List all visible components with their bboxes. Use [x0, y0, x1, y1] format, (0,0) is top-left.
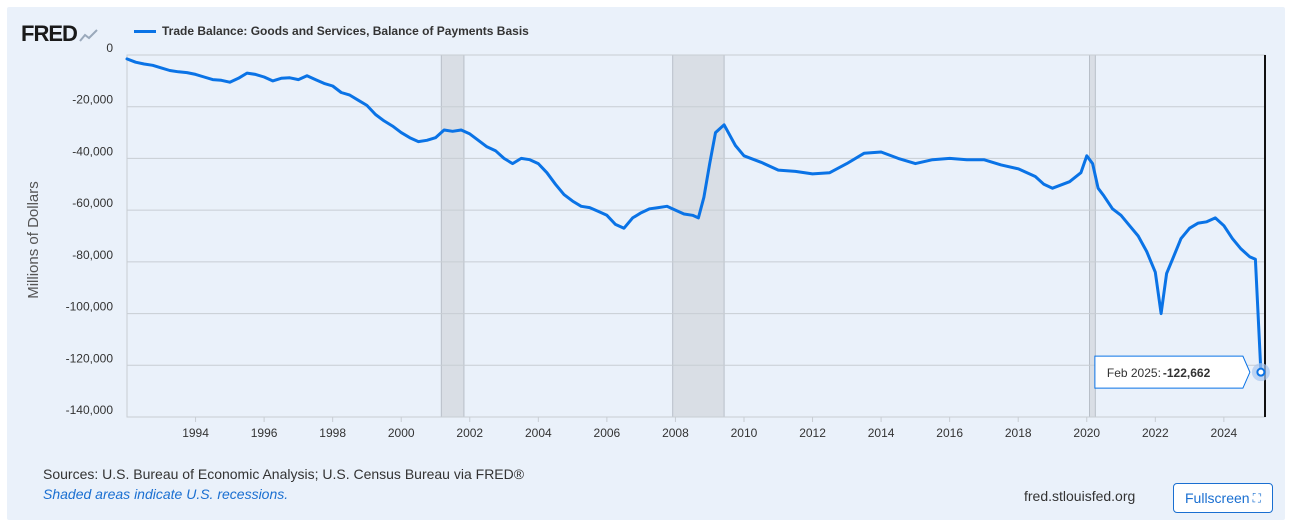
y-tick-label: -40,000: [72, 144, 113, 158]
x-tick-label: 2016: [936, 426, 963, 440]
x-tick-label: 2008: [662, 426, 689, 440]
tooltip-value: -122,662: [1163, 366, 1211, 380]
x-tick-label: 2000: [388, 426, 415, 440]
x-tick-label: 2022: [1142, 426, 1169, 440]
series-line: [125, 57, 1263, 374]
site-url: fred.stlouisfed.org: [1024, 488, 1136, 504]
x-tick-label: 1998: [319, 426, 346, 440]
x-tick-label: 2004: [525, 426, 552, 440]
legend: Trade Balance: Goods and Services, Balan…: [134, 24, 529, 38]
x-tick-label: 2018: [1005, 426, 1032, 440]
fullscreen-icon: ⛶: [1252, 490, 1261, 505]
highlight-point[interactable]: [1256, 367, 1266, 377]
y-tick-label: -100,000: [66, 300, 114, 314]
y-tick-label: -80,000: [72, 248, 113, 262]
tooltip-box: [1094, 355, 1251, 389]
x-tick-labels: 1994 1996 1998 2000 2002 2004 2006 2008 2010 2012…: [182, 426, 1237, 440]
y-tick-label: 0: [106, 41, 113, 55]
sources-text: Sources: U.S. Bureau of Economic Analysi…: [43, 466, 525, 482]
chart-frame: 0 -20,000 -40,000 -60,000 -80,000 -100,000 -12…: [7, 7, 1285, 520]
x-tick-label: 2020: [1073, 426, 1100, 440]
tooltip-label: Feb 2025:: [1107, 366, 1161, 380]
fred-logo[interactable]: FRED: [21, 21, 99, 47]
y-axis-label: Millions of Dollars: [25, 181, 42, 299]
chart-logo-icon: [79, 29, 98, 42]
x-tick-label: 1996: [251, 426, 278, 440]
y-tick-label: -120,000: [66, 351, 114, 365]
y-tick-label: -140,000: [66, 403, 114, 417]
highlight-layer: Feb 2025: -122,662: [1094, 355, 1270, 389]
x-tick-label: 2014: [868, 426, 895, 440]
fullscreen-button[interactable]: Fullscreen ⛶: [1173, 483, 1273, 513]
recession-shading-layer: [440, 54, 1096, 418]
gridlines-layer: [126, 54, 1266, 422]
chart-canvas: 0 -20,000 -40,000 -60,000 -80,000 -100,000 -12…: [25, 41, 1270, 440]
x-tick-label: 2012: [799, 426, 826, 440]
fullscreen-label: Fullscreen: [1185, 490, 1250, 506]
recession-band-2: [672, 54, 725, 418]
x-tick-label: 2024: [1211, 426, 1238, 440]
legend-label: Trade Balance: Goods and Services, Balan…: [162, 24, 529, 38]
y-tick-label: -60,000: [72, 196, 113, 210]
y-tick-labels: 0 -20,000 -40,000 -60,000 -80,000 -100,000 -12…: [66, 41, 114, 417]
x-tick-label: 2002: [456, 426, 483, 440]
x-tick-label: 2010: [731, 426, 758, 440]
recession-note-link[interactable]: Shaded areas indicate U.S. recessions.: [43, 486, 289, 502]
x-tick-label: 1994: [182, 426, 209, 440]
x-tick-label: 2006: [594, 426, 621, 440]
legend-swatch: [134, 29, 156, 33]
y-tick-label: -20,000: [72, 93, 113, 107]
recession-band-1: [440, 54, 465, 418]
fred-logo-text: FRED: [21, 21, 78, 46]
